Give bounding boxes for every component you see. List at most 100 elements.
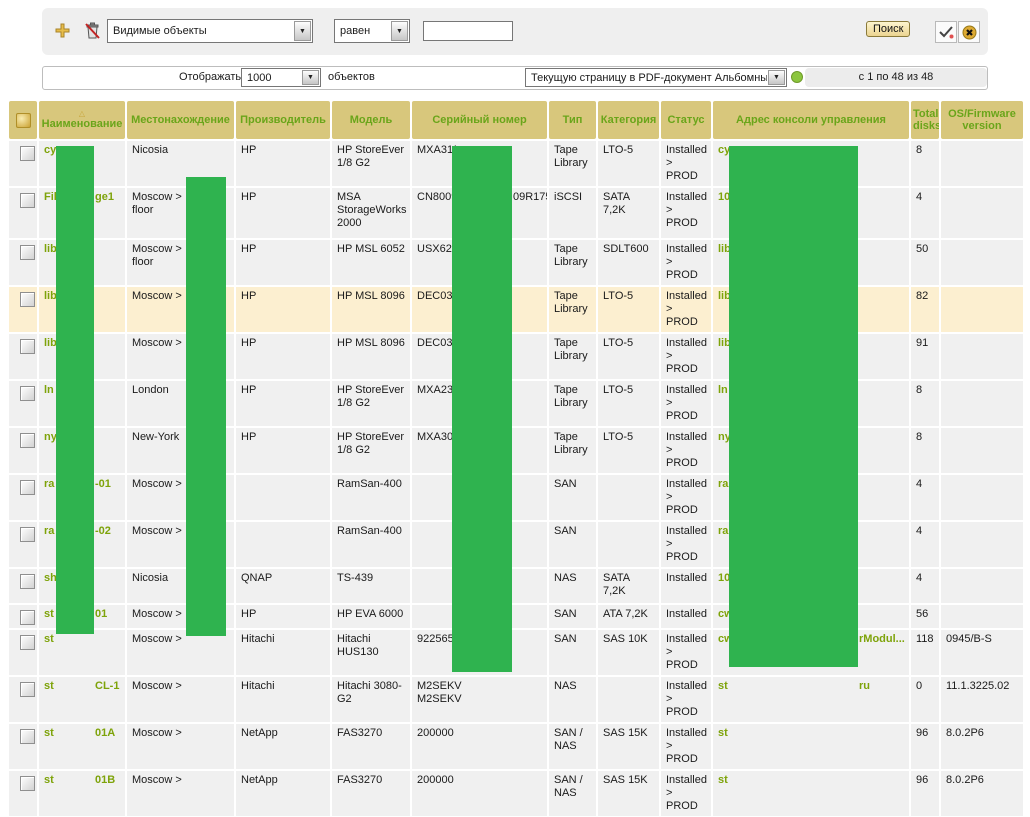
table-row: st 01 Moscow > HP HP EVA 6000 SAN ATA 7,2K Inst…: [8, 604, 1024, 629]
object-name-link[interactable]: ny: [44, 431, 57, 443]
column-header-select[interactable]: [8, 100, 38, 140]
object-name-link[interactable]: st: [44, 608, 54, 620]
cell-type: SAN: [548, 604, 597, 629]
console-address-link[interactable]: 10: [718, 191, 731, 203]
cell-category: LTO-5: [597, 140, 660, 187]
cell-os-version: 0945/B-S: [940, 629, 1024, 676]
column-header-status[interactable]: Статус: [660, 100, 712, 140]
object-name-link[interactable]: ge1: [95, 191, 114, 203]
object-name-link[interactable]: ln: [44, 384, 54, 396]
cell-os-version: [940, 286, 1024, 333]
cell-status: Installed > PROD: [660, 427, 712, 474]
row-checkbox[interactable]: [20, 610, 35, 625]
page-size-select[interactable]: 1000 ▼: [241, 68, 321, 87]
console-address-link[interactable]: lib: [718, 337, 731, 349]
object-name-link[interactable]: Fil: [44, 191, 57, 203]
row-checkbox[interactable]: [20, 729, 35, 744]
cell-os-version: 8.0.2P6: [940, 723, 1024, 770]
edit-columns-icon: [15, 112, 31, 128]
cell-total-disks: 82: [910, 286, 940, 333]
object-name-link[interactable]: st: [44, 774, 54, 786]
cell-name: st: [38, 629, 126, 676]
object-name-link[interactable]: 01: [95, 608, 108, 620]
object-name-link[interactable]: 01B: [95, 774, 116, 786]
export-format-select[interactable]: Текущую страницу в PDF-документ Альбомны…: [525, 68, 787, 87]
table-row: sh Nicosia QNAP TS-439 NAS SATA 7,2K Installed…: [8, 568, 1024, 604]
column-header-location[interactable]: Местонахождение: [126, 100, 235, 140]
column-header-type[interactable]: Тип: [548, 100, 597, 140]
row-checkbox[interactable]: [20, 339, 35, 354]
row-checkbox[interactable]: [20, 776, 35, 791]
object-name-link[interactable]: -02: [95, 525, 111, 537]
console-address-link[interactable]: rModul...: [859, 633, 905, 645]
row-checkbox[interactable]: [20, 480, 35, 495]
console-address-link[interactable]: ny: [718, 431, 731, 443]
console-address-link[interactable]: st: [718, 727, 728, 739]
cell-select: [8, 474, 38, 521]
object-name-link[interactable]: lib: [44, 243, 57, 255]
cell-select: [8, 770, 38, 817]
object-name-link[interactable]: cy: [44, 144, 57, 156]
filter-field-select[interactable]: Видимые объекты ▼: [107, 19, 313, 43]
column-header-manufacturer[interactable]: Производитель: [235, 100, 331, 140]
console-address-link[interactable]: st: [718, 680, 728, 692]
cell-address: st ru: [712, 676, 910, 723]
row-checkbox[interactable]: [20, 635, 35, 650]
console-address-link[interactable]: ru: [859, 680, 870, 692]
row-checkbox[interactable]: [20, 386, 35, 401]
console-address-link[interactable]: st: [718, 774, 728, 786]
column-header-category[interactable]: Категория: [597, 100, 660, 140]
column-header-serial[interactable]: Серийный номер: [411, 100, 548, 140]
object-name-link[interactable]: -01: [95, 478, 111, 490]
filter-value-input[interactable]: [423, 21, 513, 41]
clear-filter-icon[interactable]: [958, 21, 980, 43]
cell-location: Moscow >: [126, 770, 235, 817]
cell-total-disks: 8: [910, 427, 940, 474]
search-button[interactable]: Поиск: [866, 21, 911, 37]
object-name-link[interactable]: lib: [44, 337, 57, 349]
column-header-total-disks[interactable]: Total disks: [910, 100, 940, 140]
object-name-link[interactable]: st: [44, 680, 54, 692]
row-checkbox[interactable]: [20, 146, 35, 161]
column-header-name[interactable]: △ Наименование: [38, 100, 126, 140]
cell-os-version: 11.1.3225.02: [940, 676, 1024, 723]
object-name-link[interactable]: CL-1: [95, 680, 120, 692]
column-header-os-version[interactable]: OS/Firmware version: [940, 100, 1024, 140]
row-checkbox[interactable]: [20, 574, 35, 589]
cell-category: LTO-5: [597, 286, 660, 333]
row-checkbox[interactable]: [20, 193, 35, 208]
row-checkbox[interactable]: [20, 245, 35, 260]
row-checkbox[interactable]: [20, 682, 35, 697]
object-name-link[interactable]: 01A: [95, 727, 116, 739]
console-address-link[interactable]: ra: [718, 525, 729, 537]
column-header-console-address[interactable]: Адрес консоли управления: [712, 100, 910, 140]
cell-manufacturer: HP: [235, 187, 331, 239]
object-name-link[interactable]: ra: [44, 478, 55, 490]
cell-type: Tape Library: [548, 286, 597, 333]
cell-type: Tape Library: [548, 239, 597, 286]
row-checkbox[interactable]: [20, 527, 35, 542]
table-row: cy Nicosia HP HP StoreEver 1/8 G2 MXA311 Tape…: [8, 140, 1024, 187]
cell-category: SDLT600: [597, 239, 660, 286]
console-address-link[interactable]: ra: [718, 478, 729, 490]
console-address-link[interactable]: 10: [718, 572, 731, 584]
add-filter-icon[interactable]: [55, 23, 70, 41]
apply-filter-icon[interactable]: [935, 21, 957, 43]
object-name-link[interactable]: st: [44, 727, 54, 739]
console-address-link[interactable]: cy: [718, 144, 731, 156]
object-name-link[interactable]: sh: [44, 572, 57, 584]
object-name-link[interactable]: st: [44, 633, 54, 645]
console-address-link[interactable]: lib: [718, 243, 731, 255]
object-name-link[interactable]: ra: [44, 525, 55, 537]
cell-os-version: [940, 427, 1024, 474]
cell-model: RamSan-400: [331, 521, 411, 568]
column-header-model[interactable]: Модель: [331, 100, 411, 140]
object-name-link[interactable]: lib: [44, 290, 57, 302]
row-checkbox[interactable]: [20, 292, 35, 307]
console-address-link[interactable]: ln: [718, 384, 728, 396]
delete-filter-icon[interactable]: [84, 21, 101, 43]
console-address-link[interactable]: lib: [718, 290, 731, 302]
operator-select[interactable]: равен ▼: [334, 19, 410, 43]
row-checkbox[interactable]: [20, 433, 35, 448]
export-go-icon[interactable]: [791, 71, 803, 86]
